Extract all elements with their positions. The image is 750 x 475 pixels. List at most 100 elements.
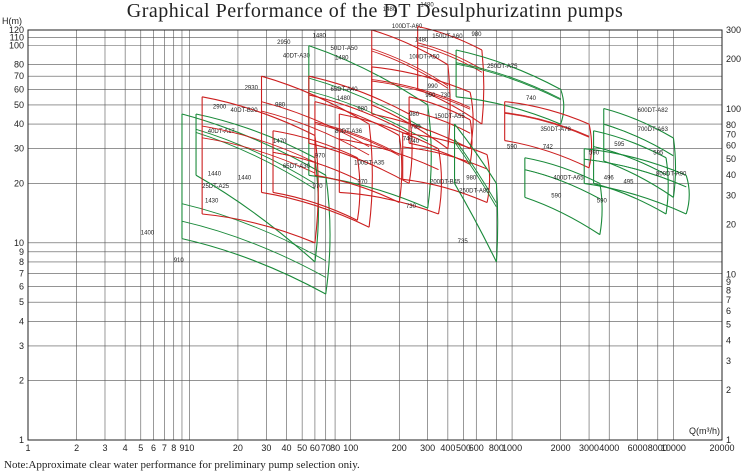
pump-speed-label: 1480 [383,7,397,13]
y2-tick-label: 3 [726,356,731,366]
x-tick-label: 300 [420,443,435,453]
pump-speed-label: 1480 [420,2,434,8]
pump-envelope: 200DT-B45 740 730 [402,132,491,210]
envelope-speed-curve [308,94,410,134]
envelope-speed-curve [339,138,439,171]
pump-speed-label: 496 [604,175,615,181]
pump-speed-label: 1440 [208,171,222,177]
pump-speed-label: 1480 [335,56,349,62]
envelope-right-edge [398,135,403,203]
envelope-right-edge [665,157,669,215]
envelope-bottom-curve [308,142,410,184]
envelope-bottom-curve [272,191,358,221]
envelope-speed-curve [593,146,667,176]
envelope-speed-curve [524,169,601,200]
envelope-right-edge [408,113,413,184]
y2-tick-label: 50 [726,154,736,164]
pump-model-label: 65DT-A40 [331,87,359,93]
envelope-right-edge [368,124,373,228]
pump-speed-label: 495 [623,179,634,185]
pump-envelopes: 25DT-A25290014401430140091040DT-A1740DT-… [141,2,690,295]
pump-envelope: 40DT-A17 [195,113,320,263]
y-tick-label: 8 [19,257,24,267]
x-tick-label: 500 [456,443,471,453]
envelope-speed-curve [417,42,483,70]
x-tick-label: 30 [261,443,271,453]
envelope-right-edge [427,104,432,209]
y-tick-label: 10 [14,238,24,248]
envelope-bottom-curve [202,213,316,244]
x-tick-label: 2000 [551,443,571,453]
x-tick-label: 200 [392,443,407,453]
envelope-right-edge [588,123,593,168]
pump-speed-label: 590 [589,151,600,157]
pump-speed-label: 590 [551,193,562,199]
pump-envelope: 150DT-A55 990 980 [408,93,473,165]
envelope-right-edge [495,183,499,262]
y-tick-label: 1 [19,435,24,445]
y-tick-label: 6 [19,282,24,292]
y2-tick-label: 40 [726,170,736,180]
pump-speed-label: 595 [653,151,664,157]
pump-model-label: 100DT-A60 [392,24,423,30]
pump-envelope: 700DT-A63 496 495 [593,127,669,215]
pump-speed-label: 1430 [205,199,219,205]
pump-model-label: 800DT-A90 [656,171,687,177]
pump-speed-label: 1400 [141,231,155,237]
envelope-top-curve [524,157,601,184]
pump-speed-label: 990 [425,93,436,99]
y-tick-label: 120 [9,25,24,35]
pump-model-label: 200DT-B45 [430,179,461,185]
envelope-top-curve [402,132,488,156]
pump-envelope: 100DT-A60 1480 [371,7,451,150]
pump-speed-label: 970 [315,154,326,160]
y-tick-label: 7 [19,268,24,278]
pump-envelope: 400DT-A65 590 590 [524,157,607,236]
envelope-top-curve [371,66,471,93]
x-tick-label: 8 [171,443,176,453]
pump-model-label: 250DT-A85 [459,188,490,194]
pump-speed-label: 590 [507,145,518,151]
envelope-right-edge [314,135,319,243]
pump-speed-label: 595 [614,142,625,148]
envelope-right-edge [481,49,485,125]
envelope-top-curve [195,113,316,159]
y2-tick-label: 20 [726,220,736,230]
envelope-speed-curve [408,110,471,134]
y2-tick-label: 7 [726,295,731,305]
y-tick-label: 110 [10,32,24,42]
envelope-speed-curve [181,220,326,278]
pump-speed-label: 730 [406,204,417,210]
pump-model-label: 65DT-A30 [283,164,311,170]
envelope-right-edge [486,154,491,203]
y-tick-label: 80 [14,60,24,70]
envelope-right-edge [469,92,474,149]
envelope-bottom-curve [402,178,488,204]
envelope-speed-curve [202,125,316,163]
envelope-top-curve [308,75,410,115]
envelope-top-curve [417,25,483,51]
envelope-speed-curve [314,121,400,155]
x-tick-label: 3 [102,443,107,453]
envelope-bottom-curve [504,140,590,169]
pump-envelope: 40DT-B20 2930 1440 [201,85,319,244]
envelope-speed-curve [371,50,449,89]
y2-tick-label: 5 [726,319,731,329]
pump-speed-label: 1480 [415,37,429,43]
envelope-speed-curve [195,128,316,185]
y2-tick-label: 70 [726,130,736,140]
pump-model-label: 40DT-A30 [283,54,311,60]
y2-tick-label: 80 [726,120,736,130]
pump-speed-label: 970 [357,179,368,185]
pump-speed-label: 980 [357,106,368,112]
y2-tick-label: 4 [726,335,731,345]
x-axis-label: Q(m³/h) [689,426,720,436]
x-tick-label: 70 [321,443,331,453]
envelope-speed-curve [308,90,428,142]
y-tick-label: 30 [14,144,24,154]
y2-tick-label: 2 [726,385,731,395]
x-tick-label: 50 [297,443,307,453]
pump-speed-label: 1480 [313,33,327,39]
envelope-right-edge [672,137,677,198]
x-tick-label: 100 [343,443,358,453]
